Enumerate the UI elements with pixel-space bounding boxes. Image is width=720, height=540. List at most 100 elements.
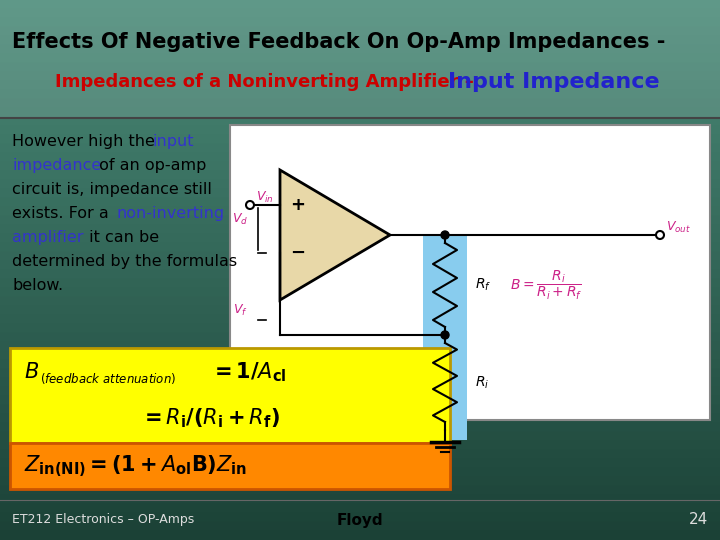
- Bar: [0, 270, 720, 279]
- Text: However high the: However high the: [12, 134, 160, 149]
- Bar: [0, 189, 720, 198]
- Bar: [0, 243, 720, 252]
- Bar: [0, 234, 720, 243]
- Bar: [0, 450, 720, 459]
- Bar: [230, 125, 710, 420]
- Text: $B = \dfrac{R_i}{R_i + R_f}$: $B = \dfrac{R_i}{R_i + R_f}$: [510, 268, 582, 301]
- Text: Floyd: Floyd: [337, 512, 383, 528]
- Text: non-inverting: non-inverting: [116, 206, 224, 221]
- Bar: [0, 297, 720, 306]
- Text: exists. For a: exists. For a: [12, 206, 114, 221]
- Bar: [0, 459, 720, 468]
- Bar: [0, 108, 720, 117]
- Circle shape: [441, 331, 449, 339]
- Bar: [0, 324, 720, 333]
- Text: it can be: it can be: [84, 230, 159, 245]
- Bar: [0, 90, 720, 99]
- Text: $R_f$: $R_f$: [475, 277, 491, 293]
- Bar: [0, 342, 720, 351]
- Text: 24: 24: [689, 512, 708, 528]
- Bar: [0, 486, 720, 495]
- Bar: [0, 216, 720, 225]
- Bar: [0, 414, 720, 423]
- Bar: [0, 333, 720, 342]
- Bar: [0, 369, 720, 378]
- Text: input: input: [152, 134, 194, 149]
- Bar: [0, 252, 720, 261]
- Bar: [0, 180, 720, 189]
- Bar: [0, 468, 720, 477]
- Bar: [0, 144, 720, 153]
- Bar: [0, 531, 720, 540]
- Bar: [0, 27, 720, 36]
- Bar: [0, 0, 720, 9]
- Text: of an op-amp: of an op-amp: [94, 158, 207, 173]
- Bar: [0, 117, 720, 126]
- Text: $\mathbf{\mathit{B}}$: $\mathbf{\mathit{B}}$: [24, 362, 39, 382]
- Bar: [0, 504, 720, 513]
- Bar: [0, 81, 720, 90]
- Bar: [0, 423, 720, 432]
- Bar: [0, 396, 720, 405]
- Bar: [0, 9, 720, 18]
- Text: $V_d$: $V_d$: [232, 212, 248, 227]
- Bar: [0, 360, 720, 369]
- Bar: [10, 443, 450, 489]
- Text: Input Impedance: Input Impedance: [448, 72, 660, 92]
- Bar: [0, 261, 720, 270]
- Bar: [0, 63, 720, 72]
- Text: $\mathit{(feedback\ attenuation)}$: $\mathit{(feedback\ attenuation)}$: [40, 370, 176, 386]
- Bar: [0, 522, 720, 531]
- Bar: [0, 162, 720, 171]
- Bar: [0, 405, 720, 414]
- Bar: [0, 18, 720, 27]
- Text: $\mathbf{= 1/\mathit{A}_{cl}}$: $\mathbf{= 1/\mathit{A}_{cl}}$: [210, 360, 287, 384]
- Bar: [0, 0, 720, 118]
- Bar: [0, 171, 720, 180]
- Bar: [0, 441, 720, 450]
- Bar: [0, 135, 720, 144]
- Bar: [0, 207, 720, 216]
- Bar: [0, 225, 720, 234]
- Bar: [0, 387, 720, 396]
- Bar: [0, 378, 720, 387]
- Text: $V_f$: $V_f$: [233, 303, 248, 318]
- Text: impedance: impedance: [12, 158, 102, 173]
- Bar: [0, 36, 720, 45]
- Text: $V_{out}$: $V_{out}$: [666, 220, 691, 235]
- Bar: [0, 288, 720, 297]
- Bar: [0, 306, 720, 315]
- Text: circuit is, impedance still: circuit is, impedance still: [12, 182, 212, 197]
- Text: +: +: [290, 196, 305, 214]
- Bar: [0, 279, 720, 288]
- Text: determined by the formulas: determined by the formulas: [12, 254, 237, 269]
- Text: Impedances of a Noninverting Amplifier –: Impedances of a Noninverting Amplifier –: [55, 73, 480, 91]
- Bar: [0, 495, 720, 504]
- Text: Effects Of Negative Feedback On Op-Amp Impedances -: Effects Of Negative Feedback On Op-Amp I…: [12, 32, 665, 52]
- Bar: [0, 198, 720, 207]
- Text: $R_i$: $R_i$: [475, 374, 490, 391]
- Bar: [0, 126, 720, 135]
- Bar: [0, 477, 720, 486]
- Bar: [10, 348, 450, 443]
- Text: amplifier: amplifier: [12, 230, 84, 245]
- Circle shape: [246, 201, 254, 209]
- Circle shape: [441, 231, 449, 239]
- Text: −: −: [290, 244, 305, 262]
- Bar: [0, 54, 720, 63]
- Text: ET212 Electronics – OP-Amps: ET212 Electronics – OP-Amps: [12, 514, 194, 526]
- Bar: [0, 351, 720, 360]
- Bar: [0, 99, 720, 108]
- Text: $V_{in}$: $V_{in}$: [256, 190, 274, 205]
- Polygon shape: [280, 170, 390, 300]
- Bar: [423, 235, 467, 440]
- Bar: [0, 45, 720, 54]
- Text: $\mathbf{= \mathit{R}_i/(\mathit{R}_i + \mathit{R}_f)}$: $\mathbf{= \mathit{R}_i/(\mathit{R}_i + …: [140, 406, 280, 430]
- Bar: [0, 315, 720, 324]
- Bar: [0, 513, 720, 522]
- Bar: [0, 72, 720, 81]
- Text: below.: below.: [12, 278, 63, 293]
- Bar: [0, 432, 720, 441]
- Bar: [0, 153, 720, 162]
- Circle shape: [656, 231, 664, 239]
